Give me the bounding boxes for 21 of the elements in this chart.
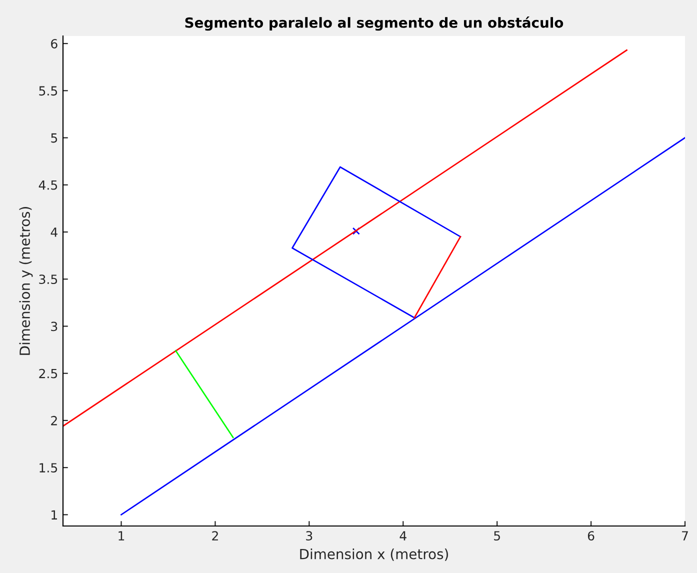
y-tick-label: 4.5 [38,180,58,190]
y-tick-label: 2 [51,416,57,426]
x-tick-label: 7 [682,531,688,540]
y-axis-title: Dimension y (metros) [19,207,33,355]
y-tick-label: 4 [50,228,58,237]
y-tick-label: 3.5 [39,274,58,284]
y-tick-label: 5 [51,133,58,143]
y-tick-label: 1.5 [40,463,58,473]
x-tick-label: 3 [306,531,312,541]
x-tick-label: 1 [118,531,124,540]
y-tick-label: 1 [52,510,57,520]
y-tick-label: 2.5 [39,368,58,378]
chart-title: Segmento paralelo al segmento de un obstáculo [185,16,564,31]
y-tick-label: 3 [51,322,58,332]
x-axis-title: Dimension x (metros) [300,548,448,561]
y-tick-label: 5.5 [39,86,58,96]
x-tick-label: 4 [400,531,406,540]
y-tick-label: 6 [51,39,58,48]
x-tick-label: 2 [212,531,218,540]
x-tick-label: 5 [494,531,500,541]
x-tick-label: 6 [588,531,594,541]
